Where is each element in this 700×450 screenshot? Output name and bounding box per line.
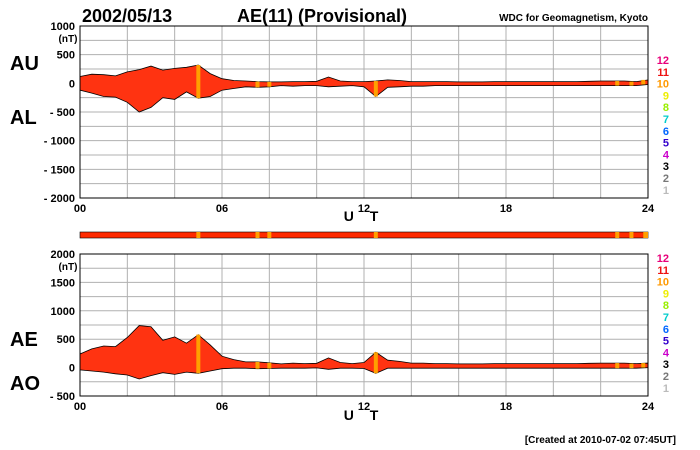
legend-level-1: 1 — [663, 185, 669, 197]
y-tick-label: 500 — [57, 334, 75, 346]
activity-bar-highlight — [615, 232, 620, 238]
activity-highlight — [196, 64, 201, 99]
source-label: WDC for Geomagnetism, Kyoto — [499, 13, 648, 24]
activity-highlight — [255, 361, 260, 369]
x-tick-label: 00 — [74, 401, 86, 413]
legend-level-12: 12 — [657, 55, 669, 67]
y-tick-label: - 2000 — [44, 193, 75, 205]
y-tick-label: - 500 — [50, 391, 75, 403]
activity-bar-highlight — [267, 232, 272, 238]
au-al-frame — [79, 25, 649, 199]
y-tick-label: 1000 — [51, 306, 75, 318]
activity-bar-end-segment — [643, 232, 648, 238]
ae-ao-unit-label: (nT) — [59, 262, 78, 273]
ao-series-label: AO — [10, 373, 40, 395]
legend-level-6: 6 — [663, 324, 669, 336]
y-tick-label: 1500 — [51, 277, 75, 289]
activity-bar-highlight — [196, 232, 201, 238]
au-al-unit-label: (nT) — [59, 34, 78, 45]
x-tick-label: 12 — [358, 203, 370, 215]
legend-level-4: 4 — [663, 347, 670, 359]
created-timestamp: [Created at 2010-07-02 07:45UT] — [525, 435, 676, 446]
activity-highlight — [373, 352, 378, 374]
activity-bar-base — [79, 231, 649, 239]
au-al-x-tick-labels: 00 06 12 18 24 — [74, 203, 655, 215]
legend-level-5: 5 — [663, 138, 669, 150]
legend-level-2: 2 — [663, 371, 669, 383]
au-series-label: AU — [10, 53, 39, 75]
activity-bar-highlight — [255, 232, 260, 238]
x-tick-label: 00 — [74, 203, 86, 215]
legend-level-12: 12 — [657, 253, 669, 265]
au-al-highlights — [196, 64, 646, 99]
y-tick-label: 0 — [69, 78, 75, 90]
legend-level-11: 11 — [657, 265, 669, 277]
activity-highlight — [641, 79, 646, 85]
legend-level-5: 5 — [663, 336, 669, 348]
x-tick-label: 24 — [642, 203, 655, 215]
activity-highlight — [255, 81, 260, 88]
activity-highlight — [615, 363, 620, 369]
x-tick-label: 18 — [500, 203, 512, 215]
legend-level-10: 10 — [657, 277, 669, 289]
y-tick-label: - 1000 — [44, 136, 75, 148]
ae-ao-y-tick-labels: 2000 1500 1000 500 0 - 500 — [50, 249, 75, 403]
activity-highlight — [629, 363, 634, 369]
x-tick-label: 12 — [358, 401, 370, 413]
x-tick-label: 06 — [216, 203, 228, 215]
x-tick-label: 24 — [642, 401, 655, 413]
activity-bar-highlight — [373, 232, 378, 238]
legend-level-4: 4 — [663, 149, 670, 161]
plot-title: AE(11) (Provisional) — [237, 6, 407, 26]
activity-highlight — [196, 334, 201, 374]
y-tick-label: 1000 — [51, 21, 75, 33]
activity-bar-highlight — [629, 232, 634, 238]
y-tick-label: 0 — [69, 363, 75, 375]
legend-level-9: 9 — [663, 288, 669, 300]
legend-level-9: 9 — [663, 90, 669, 102]
ae-ao-frame — [79, 253, 649, 397]
legend-level-7: 7 — [663, 114, 669, 126]
legend-level-8: 8 — [663, 102, 669, 114]
legend-level-2: 2 — [663, 173, 669, 185]
activity-highlight — [615, 81, 620, 86]
y-tick-label: - 500 — [50, 107, 75, 119]
activity-bar — [79, 231, 649, 239]
legend-level-10: 10 — [657, 79, 669, 91]
activity-highlight — [641, 363, 646, 368]
legend-level-1: 1 — [663, 383, 669, 395]
ae-ao-highlights — [196, 334, 646, 374]
au-al-x-axis-label: U T — [344, 208, 385, 224]
y-tick-label: 2000 — [51, 249, 75, 261]
ae-ao-x-tick-labels: 00 06 12 18 24 — [74, 401, 655, 413]
ae-ao-x-axis-label: U T — [344, 407, 385, 423]
legend-level-6: 6 — [663, 126, 669, 138]
activity-highlight — [629, 81, 634, 86]
activity-highlight — [267, 362, 272, 369]
y-tick-label: - 1500 — [44, 164, 75, 176]
au-al-y-tick-labels: 1000 500 0 - 500 - 1000 - 1500 - 2000 — [44, 21, 75, 205]
ae-series-label: AE — [10, 329, 38, 351]
ae-ao-grid — [80, 254, 648, 396]
al-series-label: AL — [10, 107, 37, 129]
legend-level-7: 7 — [663, 312, 669, 324]
legend-level-3: 3 — [663, 359, 669, 371]
activity-highlight — [373, 81, 378, 97]
au-al-grid — [80, 26, 648, 198]
y-tick-label: 500 — [57, 50, 75, 62]
legend-level-8: 8 — [663, 300, 669, 312]
date-title: 2002/05/13 — [82, 6, 172, 26]
x-tick-label: 06 — [216, 401, 228, 413]
legend-level-11: 11 — [657, 67, 669, 79]
x-tick-label: 18 — [500, 401, 512, 413]
activity-highlight — [267, 81, 272, 87]
legend-level-3: 3 — [663, 161, 669, 173]
